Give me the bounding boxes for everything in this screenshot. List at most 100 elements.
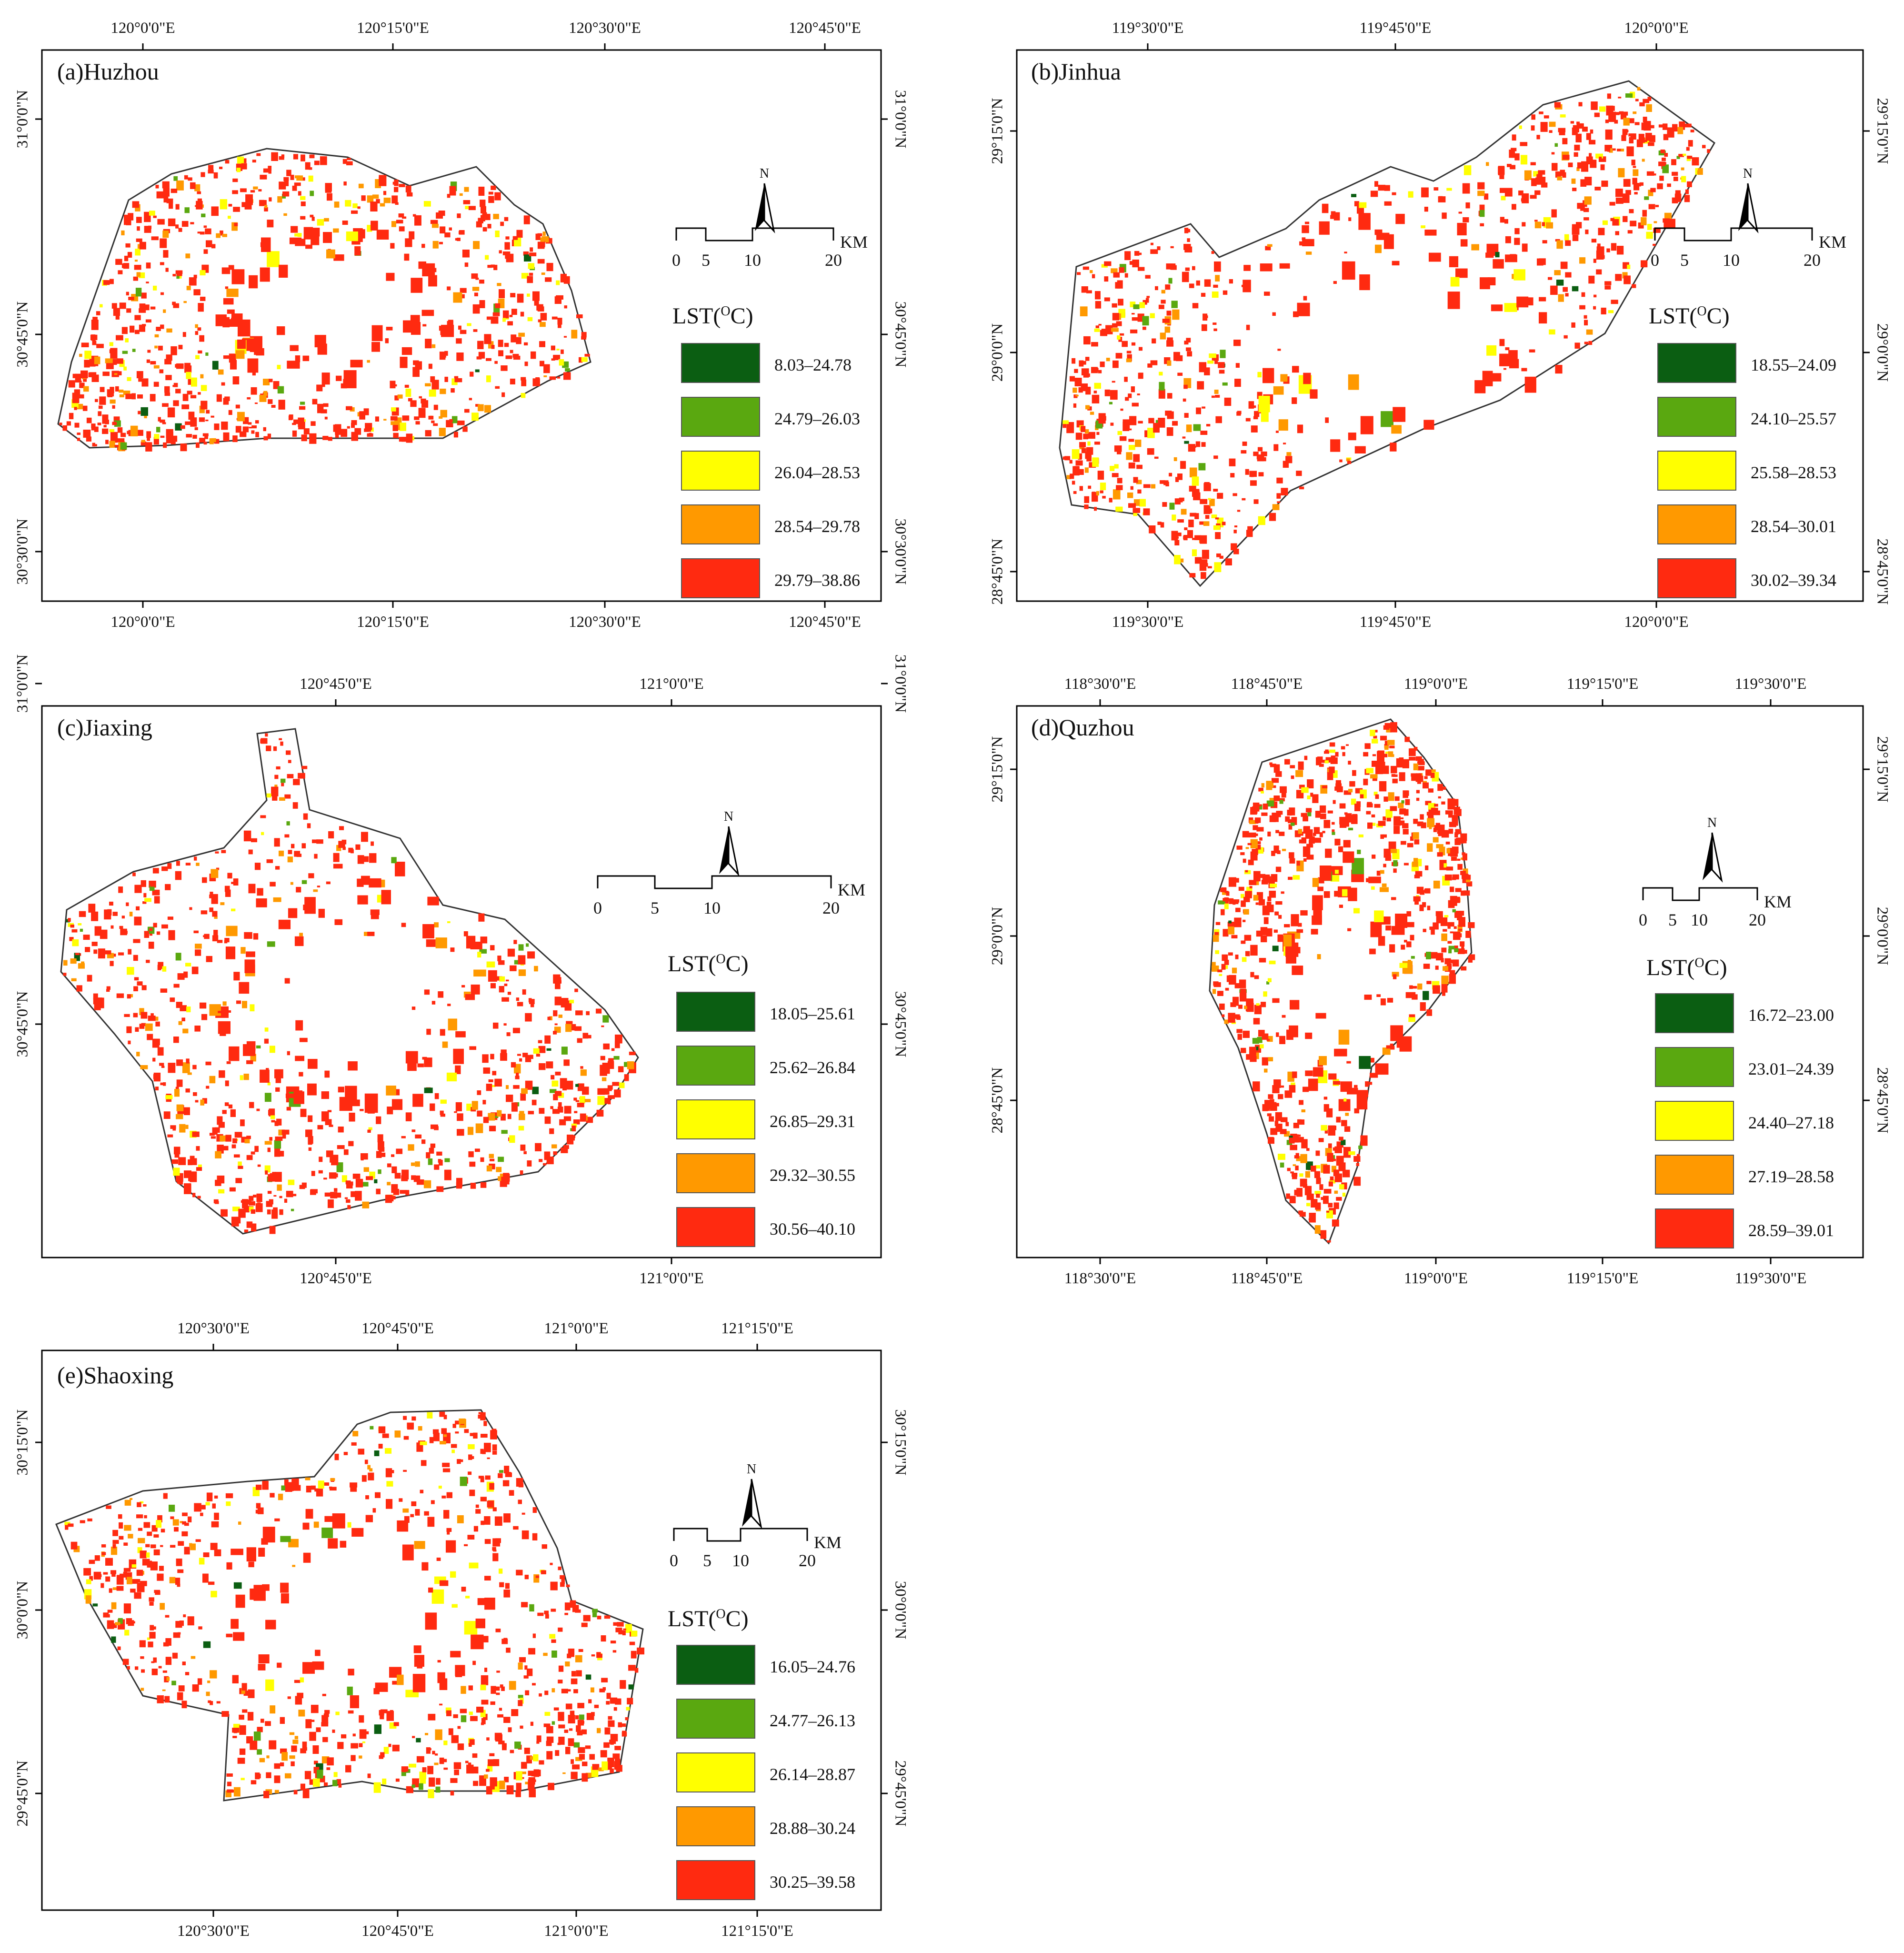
lst-pixel	[486, 1786, 492, 1795]
lst-pixel	[485, 213, 491, 221]
lst-pixel	[1233, 878, 1239, 883]
lst-pixel	[115, 259, 122, 265]
lst-pixel	[1294, 1155, 1300, 1158]
lst-pixel	[71, 929, 78, 933]
lst-pixel	[299, 1037, 308, 1042]
lst-pixel	[196, 1146, 200, 1151]
lst-pixel	[480, 1157, 484, 1162]
lst-pixel	[1491, 304, 1503, 312]
lst-pixel	[431, 1124, 438, 1129]
lst-pixel	[163, 309, 166, 313]
lst-pixel	[1373, 792, 1378, 796]
lst-pixel	[1336, 786, 1343, 793]
lst-pixel	[507, 1472, 511, 1476]
lst-pixel	[396, 1148, 403, 1154]
lst-pixel	[1300, 1178, 1307, 1187]
lst-pixel	[1442, 212, 1447, 219]
lst-pixel	[255, 1510, 260, 1514]
lst-pixel	[330, 1192, 338, 1198]
panel-title: (b)Jinhua	[1031, 58, 1121, 85]
lst-pixel	[1375, 1063, 1389, 1075]
lst-pixel	[1201, 292, 1206, 297]
lst-pixel	[1078, 458, 1082, 460]
lst-pixel	[540, 361, 544, 367]
lst-pixel	[1224, 1019, 1229, 1024]
lst-pixel	[478, 404, 484, 412]
lst-pixel	[303, 813, 308, 820]
lst-pixel	[147, 436, 150, 441]
legend-row: 8.03–24.78	[681, 343, 891, 384]
lst-pixel	[392, 1744, 400, 1752]
lst-pixel	[1301, 1139, 1308, 1148]
lst-pixel	[491, 345, 495, 349]
lst-pixel	[1302, 239, 1314, 246]
lst-pixel	[1275, 431, 1279, 433]
lst-pixel	[345, 1180, 351, 1185]
lst-pixel	[597, 1088, 605, 1095]
scale-bar-line	[1654, 227, 1813, 242]
lst-pixel	[1157, 246, 1161, 251]
lst-pixel	[619, 1082, 625, 1088]
lst-pixel	[221, 850, 226, 854]
lst-pixel	[291, 1194, 297, 1197]
lst-pixel	[1549, 130, 1553, 133]
lst-pixel	[1142, 300, 1147, 305]
lst-pixel	[569, 1021, 573, 1024]
lst-pixel	[436, 1151, 442, 1156]
lst-pixel	[1241, 940, 1246, 944]
lst-pixel	[119, 926, 123, 929]
lst-pixel	[1250, 945, 1258, 956]
lst-pixel	[549, 1128, 554, 1134]
lst-pixel	[233, 207, 240, 212]
lst-pixel	[224, 1102, 229, 1106]
lst-pixel	[460, 1459, 463, 1462]
lst-pixel	[517, 233, 522, 237]
lst-pixel	[1333, 281, 1337, 284]
lst-pixel	[140, 1065, 148, 1069]
lst-pixel	[1576, 230, 1580, 234]
lst-pixel	[1633, 169, 1639, 176]
lst-pixel	[435, 937, 447, 948]
lst-pixel	[128, 1534, 133, 1539]
latitude-label: 30°15'0"N	[14, 1409, 31, 1476]
lst-pixel	[111, 1636, 116, 1643]
lst-pixel	[519, 1058, 522, 1062]
lst-pixel	[153, 1549, 160, 1556]
lst-pixel	[1267, 978, 1272, 982]
lst-pixel	[456, 352, 464, 361]
lst-pixel	[1702, 145, 1706, 149]
lst-pixel	[1323, 1165, 1330, 1174]
lst-pixel	[1572, 286, 1579, 292]
lst-pixel	[1533, 171, 1540, 177]
lst-pixel	[181, 1701, 187, 1709]
lst-pixel	[287, 774, 294, 778]
lst-pixel	[355, 844, 361, 850]
lst-pixel	[483, 1067, 491, 1074]
scale-label: 5	[701, 251, 710, 270]
lst-pixel	[1136, 480, 1142, 484]
lst-pixel	[230, 1109, 236, 1117]
legend-swatch	[1655, 993, 1734, 1033]
lst-pixel	[335, 424, 341, 433]
lst-pixel	[1667, 127, 1674, 138]
scale-bar-line	[675, 227, 834, 242]
lst-pixel	[525, 1055, 531, 1062]
lst-pixel	[499, 976, 505, 982]
lst-pixel	[1659, 175, 1664, 181]
lst-pixel	[1155, 420, 1159, 423]
lst-pixel	[1122, 422, 1130, 431]
lst-pixel	[1242, 831, 1249, 838]
lst-pixel	[1218, 362, 1225, 368]
lst-pixel	[1217, 493, 1223, 499]
lst-pixel	[112, 422, 117, 425]
lst-pixel	[1078, 453, 1082, 459]
lst-pixel	[257, 888, 263, 896]
lst-pixel	[1261, 880, 1268, 885]
lst-pixel	[1272, 946, 1279, 952]
lst-pixel	[1196, 407, 1201, 414]
lst-pixel	[216, 394, 222, 402]
lst-pixel	[156, 327, 161, 331]
lst-pixel	[491, 316, 499, 324]
lst-pixel	[1495, 252, 1500, 258]
lst-pixel	[153, 1657, 157, 1663]
